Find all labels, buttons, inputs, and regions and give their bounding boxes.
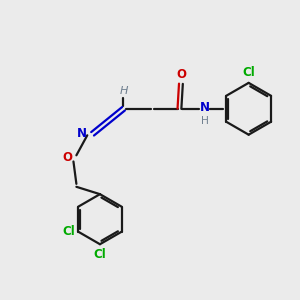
Text: O: O	[176, 68, 187, 81]
Text: Cl: Cl	[94, 248, 106, 261]
Text: N: N	[200, 101, 209, 114]
Text: O: O	[62, 151, 72, 164]
Text: H: H	[200, 116, 208, 126]
Text: N: N	[77, 127, 87, 140]
Text: H: H	[119, 85, 128, 95]
Text: Cl: Cl	[63, 225, 75, 238]
Text: Cl: Cl	[242, 66, 255, 79]
